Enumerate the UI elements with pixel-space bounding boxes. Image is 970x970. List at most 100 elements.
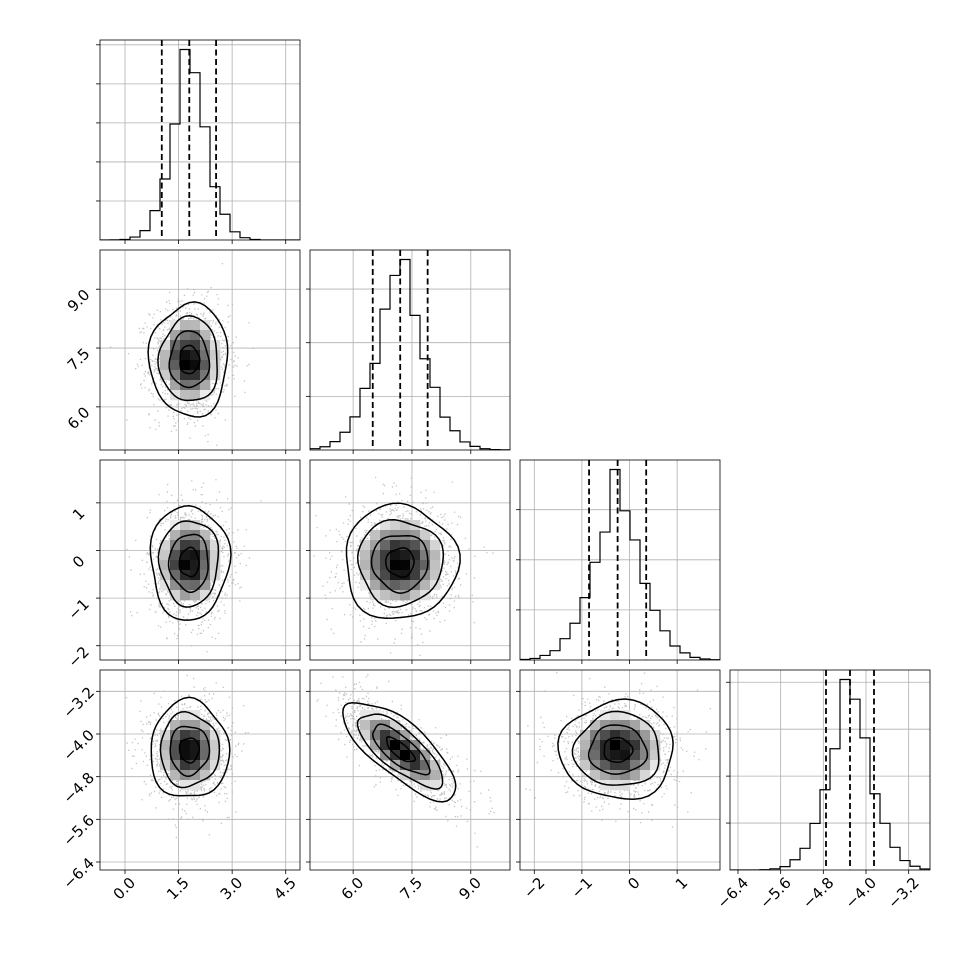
panel-frame [309,459,511,661]
contour-1.5 [356,519,445,609]
density-cell [190,520,201,531]
density-cell [180,520,191,531]
density-cell [210,350,221,361]
density-cell [170,340,181,351]
density-cell [170,540,181,551]
density-cell [160,370,171,381]
scatter-panel-3-2: −2 −1 0 1 [516,669,721,902]
y-tick-label: 0 [69,552,88,571]
density-cell [170,530,181,541]
density-cell [200,360,211,371]
density-cell [210,560,221,571]
density-cell [620,750,631,761]
density-cell [600,720,611,731]
density-cell [410,770,421,781]
x-tick-label: −3.2 [884,874,922,912]
x-tick-label: −1 [568,874,596,902]
density-cell [420,760,431,771]
density-cell [370,530,381,541]
density-cell [180,550,191,561]
density-cell [360,560,371,571]
density-cell [400,560,411,571]
density-cell [640,750,651,761]
contour-2 [149,505,232,621]
density-cell [200,530,211,541]
density-cell [400,540,411,551]
density-cell [180,330,191,341]
y-tick-label: 1 [69,504,88,523]
density-cell [430,770,441,781]
contour-1 [169,725,211,777]
density-cell [590,750,601,761]
density-cell [390,720,401,731]
contour-2 [147,301,229,418]
density-cell [410,540,421,551]
density-cell [390,760,401,771]
density-cell [430,760,441,771]
density-cell [590,720,601,731]
density-cell [380,530,391,541]
density-cell [360,730,371,741]
density-cell [390,540,401,551]
density-cell [190,780,201,791]
density-cell [630,720,641,731]
density-cell [180,380,191,391]
density-cell [180,580,191,591]
scatter-panel-1-0: 6.0 7.5 9.0 [64,249,301,454]
density-cell [190,370,201,381]
density-cell [180,570,191,581]
density-cell [380,550,391,561]
density-cell [420,780,431,791]
density-cell [630,770,641,781]
density-cell [400,520,411,531]
density-cell [200,570,211,581]
density-cell [410,570,421,581]
density-cell [590,770,601,781]
density-cell [190,350,201,361]
density-cell [360,540,371,551]
contour-0.5 [178,546,200,578]
density-cell [170,750,181,761]
density-cell [580,750,591,761]
density-cell [390,530,401,541]
density-cell [190,750,201,761]
density-cell [160,740,171,751]
density-cell [610,730,621,741]
panel-frame [309,669,511,871]
density-cell [400,570,411,581]
density-cell [180,760,191,771]
hist-panel-3: −6.4 −5.6 −4.8 −4.0 −3.2 [714,669,931,912]
hist-panel-0 [96,39,301,244]
density-cell [410,740,421,751]
density-cell [600,760,611,771]
density-cell [180,750,191,761]
density-cell [390,590,401,601]
density-cell [630,730,641,741]
density-cell [400,590,411,601]
density-cell [160,540,171,551]
density-cell [430,570,441,581]
density-cell [390,550,401,561]
scatter-panel-2-0: −2 −1 0 1 [64,459,301,671]
panels: 6.07.59.0−2−101−6.4−5.6−4.8−4.0−3.20.0 1.… [59,39,931,912]
density-cell [580,760,591,771]
density-cell [390,580,401,591]
x-tick-label: 6.0 [338,874,368,904]
density-cell [380,560,391,571]
density-cell [180,320,191,331]
density-cell [600,710,611,721]
density-cell [190,560,201,571]
density-cell [620,760,631,771]
panel-frame [99,669,301,871]
density-cell [420,550,431,561]
density-cell [370,560,381,571]
density-cell [370,730,381,741]
density-cell [430,780,441,791]
density-cell [180,780,191,791]
histogram-1 [310,258,510,450]
density-cell [360,570,371,581]
density-cell [590,740,601,751]
density-cell [170,560,181,571]
density-cell [200,580,211,591]
density-cell [370,740,381,751]
